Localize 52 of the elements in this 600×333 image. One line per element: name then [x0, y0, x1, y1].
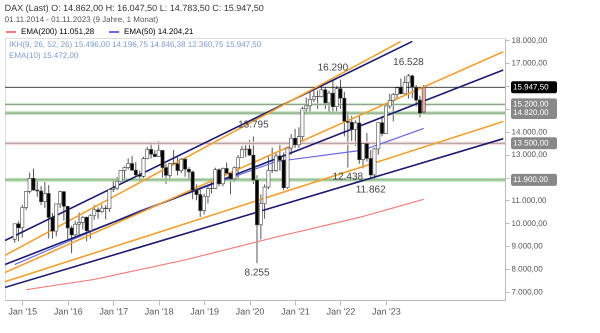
- x-tick-label: Jan '20: [236, 306, 264, 316]
- ref-line-label: 11.900,00: [513, 174, 549, 184]
- annotation: EMA(10) 15.472,00: [9, 51, 79, 60]
- x-tick-label: Jan '18: [144, 306, 174, 316]
- candlestick: [84, 216, 89, 242]
- chart-title: DAX (Last) O: 14.862,00 H: 16.047,50 L: 14.783,50 C: 15.947,50: [4, 3, 264, 13]
- candlestick: [293, 128, 297, 148]
- candlestick: [179, 157, 184, 174]
- candlestick: [190, 170, 195, 200]
- candlestick: [406, 73, 410, 100]
- ref-line-label: 14.820,00: [513, 108, 550, 118]
- candlestick: [198, 188, 202, 218]
- x-tick-label: Jan '19: [190, 306, 219, 316]
- legend-label: EMA(50) 14.204,21: [124, 27, 194, 36]
- candlestick: [39, 185, 43, 206]
- y-tick-label: 10.000,00: [512, 218, 548, 228]
- ref-line-label: 15.947,50: [513, 82, 550, 92]
- candlestick: [77, 212, 81, 236]
- candlestick: [130, 155, 134, 172]
- y-tick-label: 11.000,00: [512, 196, 548, 205]
- annotation: 8.255: [244, 267, 270, 278]
- y-tick-label: 14.000,00: [512, 127, 548, 136]
- candlestick: [217, 168, 221, 187]
- y-tick-label: 18.000,00: [512, 36, 548, 45]
- y-tick-label: 8.000,00: [512, 264, 544, 274]
- ref-line-label: 13.500,00: [513, 138, 550, 148]
- x-tick-label: Jan '16: [54, 306, 83, 316]
- candlestick: [402, 76, 407, 96]
- legend-label: EMA(200) 11.051,28: [21, 27, 95, 36]
- annotation: IKH(9, 26, 52, 26) 15.496,00 14.196,75 14.846,38 12.360,75 15.947,50: [9, 40, 262, 49]
- line-series: [26, 198, 424, 290]
- annotation: 16.290: [318, 62, 349, 74]
- ref-line-label: 15.200,00: [513, 99, 550, 108]
- chart-subtitle: 01.11.2014 - 01.11.2023 (9 Jahre, 1 Monat): [4, 15, 159, 24]
- candlestick: [244, 144, 248, 158]
- x-tick-label: Jan '15: [8, 306, 38, 316]
- candlestick: [149, 142, 153, 159]
- x-tick-label: Jan '22: [326, 306, 356, 316]
- y-tick-label: 13.000,00: [512, 150, 548, 160]
- candlestick: [213, 167, 218, 190]
- x-tick-label: Jan '21: [281, 306, 310, 316]
- candlestick: [96, 206, 100, 220]
- x-tick-label: Jan '23: [372, 306, 401, 316]
- y-tick-label: 9.000,00: [512, 242, 544, 251]
- annotation: 11.862: [356, 184, 386, 196]
- y-tick-label: 17.000,00: [512, 58, 548, 68]
- candlestick: [316, 90, 320, 110]
- candlestick: [183, 156, 187, 178]
- x-tick-label: Jan '17: [99, 306, 128, 316]
- annotation: 16.528: [393, 56, 424, 68]
- y-tick-label: 7.000,00: [512, 287, 544, 296]
- candlestick: [12, 223, 17, 244]
